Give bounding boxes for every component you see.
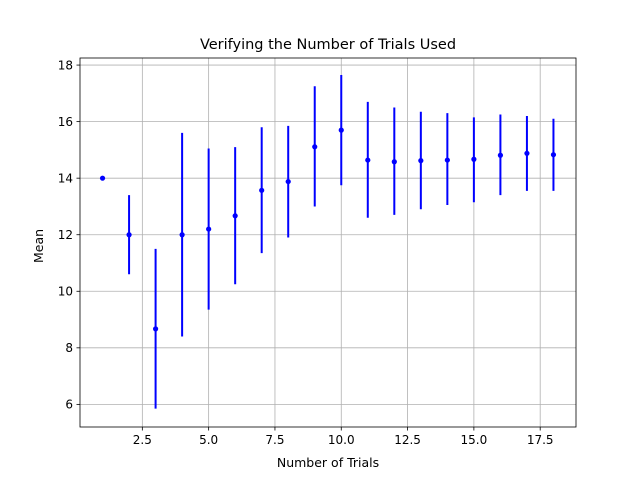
x-tick-label: 2.5	[133, 433, 152, 447]
y-tick-label: 6	[65, 398, 73, 412]
data-point	[497, 152, 504, 158]
x-tick-label: 15.0	[461, 433, 488, 447]
data-point	[444, 157, 450, 163]
data-point	[232, 213, 238, 219]
data-point	[206, 226, 212, 232]
y-tick-label: 14	[58, 171, 73, 185]
x-tick-label: 5.0	[199, 433, 218, 447]
x-axis-label: Number of Trials	[277, 455, 379, 470]
x-tick-label: 12.5	[394, 433, 421, 447]
data-point	[179, 232, 185, 238]
y-tick-label: 18	[58, 58, 73, 72]
y-tick-label: 10	[58, 285, 73, 299]
data-point	[338, 127, 344, 133]
axis-ticks: 2.5 5.0 7.5 10.0 12.5 15.0 17.5 6 8 10 12 14 16 18	[58, 58, 554, 447]
data-point	[99, 175, 106, 181]
data-point	[285, 178, 291, 185]
x-tick-label: 7.5	[265, 433, 284, 447]
data-point	[126, 232, 132, 238]
plot-frame	[79, 57, 577, 428]
x-tick-label: 10.0	[328, 433, 355, 447]
data-point	[391, 159, 397, 165]
data-series	[99, 74, 557, 409]
chart-title: Verifying the Number of Trials Used	[200, 37, 456, 53]
data-point	[471, 156, 477, 162]
y-axis-label: Mean	[31, 229, 46, 263]
data-point	[259, 187, 265, 193]
data-point	[550, 152, 557, 158]
data-point	[365, 157, 371, 163]
y-tick-label: 16	[58, 115, 73, 129]
y-tick-label: 12	[58, 228, 73, 242]
x-tick-label: 17.5	[527, 433, 554, 447]
y-tick-label: 8	[65, 341, 73, 355]
data-point	[152, 326, 159, 332]
data-point	[418, 158, 424, 164]
data-point	[524, 150, 530, 156]
data-point	[312, 144, 318, 150]
